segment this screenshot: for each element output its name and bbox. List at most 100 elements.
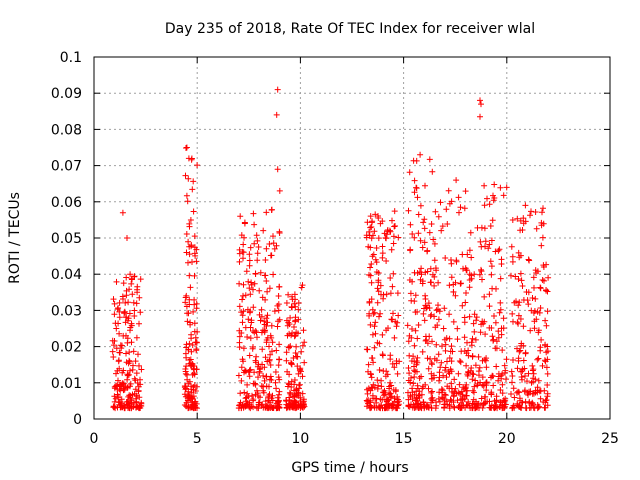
data-point	[542, 317, 549, 324]
data-point	[267, 373, 274, 380]
data-point	[111, 300, 118, 307]
data-point	[283, 317, 290, 324]
data-point	[193, 366, 200, 373]
data-point	[411, 269, 418, 276]
data-point	[482, 238, 489, 245]
y-tick-label: 0.05	[51, 231, 82, 247]
data-point	[239, 319, 246, 326]
data-point	[443, 374, 450, 381]
data-point	[124, 235, 130, 241]
data-point	[385, 397, 392, 404]
data-point	[435, 351, 442, 358]
data-point	[183, 231, 190, 237]
data-point	[427, 313, 434, 320]
data-point	[251, 221, 258, 228]
data-point	[276, 228, 283, 235]
data-point	[429, 168, 436, 175]
data-point	[457, 204, 464, 211]
data-point	[422, 292, 429, 299]
data-point	[113, 278, 120, 285]
data-point	[520, 357, 527, 364]
data-point	[538, 222, 545, 229]
data-point	[412, 309, 419, 316]
y-tick-label: 0.03	[51, 303, 82, 319]
data-point	[135, 351, 141, 358]
data-point	[417, 276, 424, 283]
data-point	[487, 258, 494, 265]
data-point	[293, 387, 299, 394]
data-point	[112, 320, 119, 327]
data-point	[409, 326, 415, 332]
data-point	[511, 394, 518, 401]
data-point	[261, 321, 268, 328]
data-point	[410, 353, 417, 360]
data-point	[522, 202, 529, 209]
data-point	[481, 182, 488, 189]
data-point	[477, 113, 483, 120]
data-point	[185, 238, 192, 245]
data-point	[530, 375, 537, 382]
data-point	[459, 391, 466, 398]
data-point	[503, 376, 509, 383]
data-point	[426, 229, 433, 236]
data-point	[405, 402, 412, 409]
data-point	[374, 339, 381, 346]
data-point	[184, 318, 191, 325]
data-point	[283, 349, 290, 356]
data-point	[450, 403, 457, 410]
data-point	[438, 227, 445, 234]
data-point	[124, 372, 131, 379]
data-point	[288, 360, 295, 367]
data-point	[127, 392, 134, 399]
data-point	[373, 245, 380, 251]
data-point	[375, 288, 382, 295]
data-point	[292, 350, 299, 356]
data-point	[266, 357, 273, 364]
data-point	[463, 362, 470, 369]
data-point	[407, 392, 414, 399]
data-point	[425, 385, 432, 392]
data-point	[116, 314, 123, 321]
data-point	[538, 242, 545, 249]
data-point	[247, 291, 254, 298]
data-point	[469, 353, 476, 360]
data-point	[116, 386, 123, 392]
y-tick-label: 0.1	[60, 50, 82, 66]
data-point	[525, 370, 532, 377]
data-point	[190, 208, 197, 215]
data-point	[508, 243, 515, 250]
data-point	[294, 353, 301, 360]
data-point	[254, 250, 261, 257]
data-point	[289, 304, 295, 311]
data-point	[376, 367, 383, 373]
data-point	[517, 227, 524, 234]
data-point	[247, 366, 254, 373]
data-point	[541, 404, 548, 411]
data-point	[193, 258, 200, 265]
data-point	[125, 299, 132, 306]
data-point	[534, 356, 541, 363]
data-point	[293, 343, 300, 350]
data-point	[501, 398, 508, 405]
data-point	[288, 384, 295, 390]
data-point	[266, 285, 273, 292]
data-point	[251, 240, 258, 247]
data-point	[429, 361, 435, 368]
data-point	[435, 213, 442, 220]
data-point	[274, 323, 281, 330]
data-point	[109, 337, 116, 344]
data-point	[136, 294, 143, 301]
data-point	[268, 206, 275, 213]
x-tick-label: 0	[90, 431, 99, 447]
data-point	[509, 379, 515, 386]
data-point	[115, 358, 122, 365]
data-point	[404, 322, 411, 329]
data-point	[522, 387, 528, 394]
data-point	[501, 405, 508, 411]
data-point	[130, 362, 136, 369]
data-point	[273, 347, 280, 354]
data-point	[462, 188, 469, 195]
data-point	[250, 396, 257, 403]
data-point	[120, 332, 127, 339]
x-axis-label: GPS time / hours	[291, 460, 408, 476]
